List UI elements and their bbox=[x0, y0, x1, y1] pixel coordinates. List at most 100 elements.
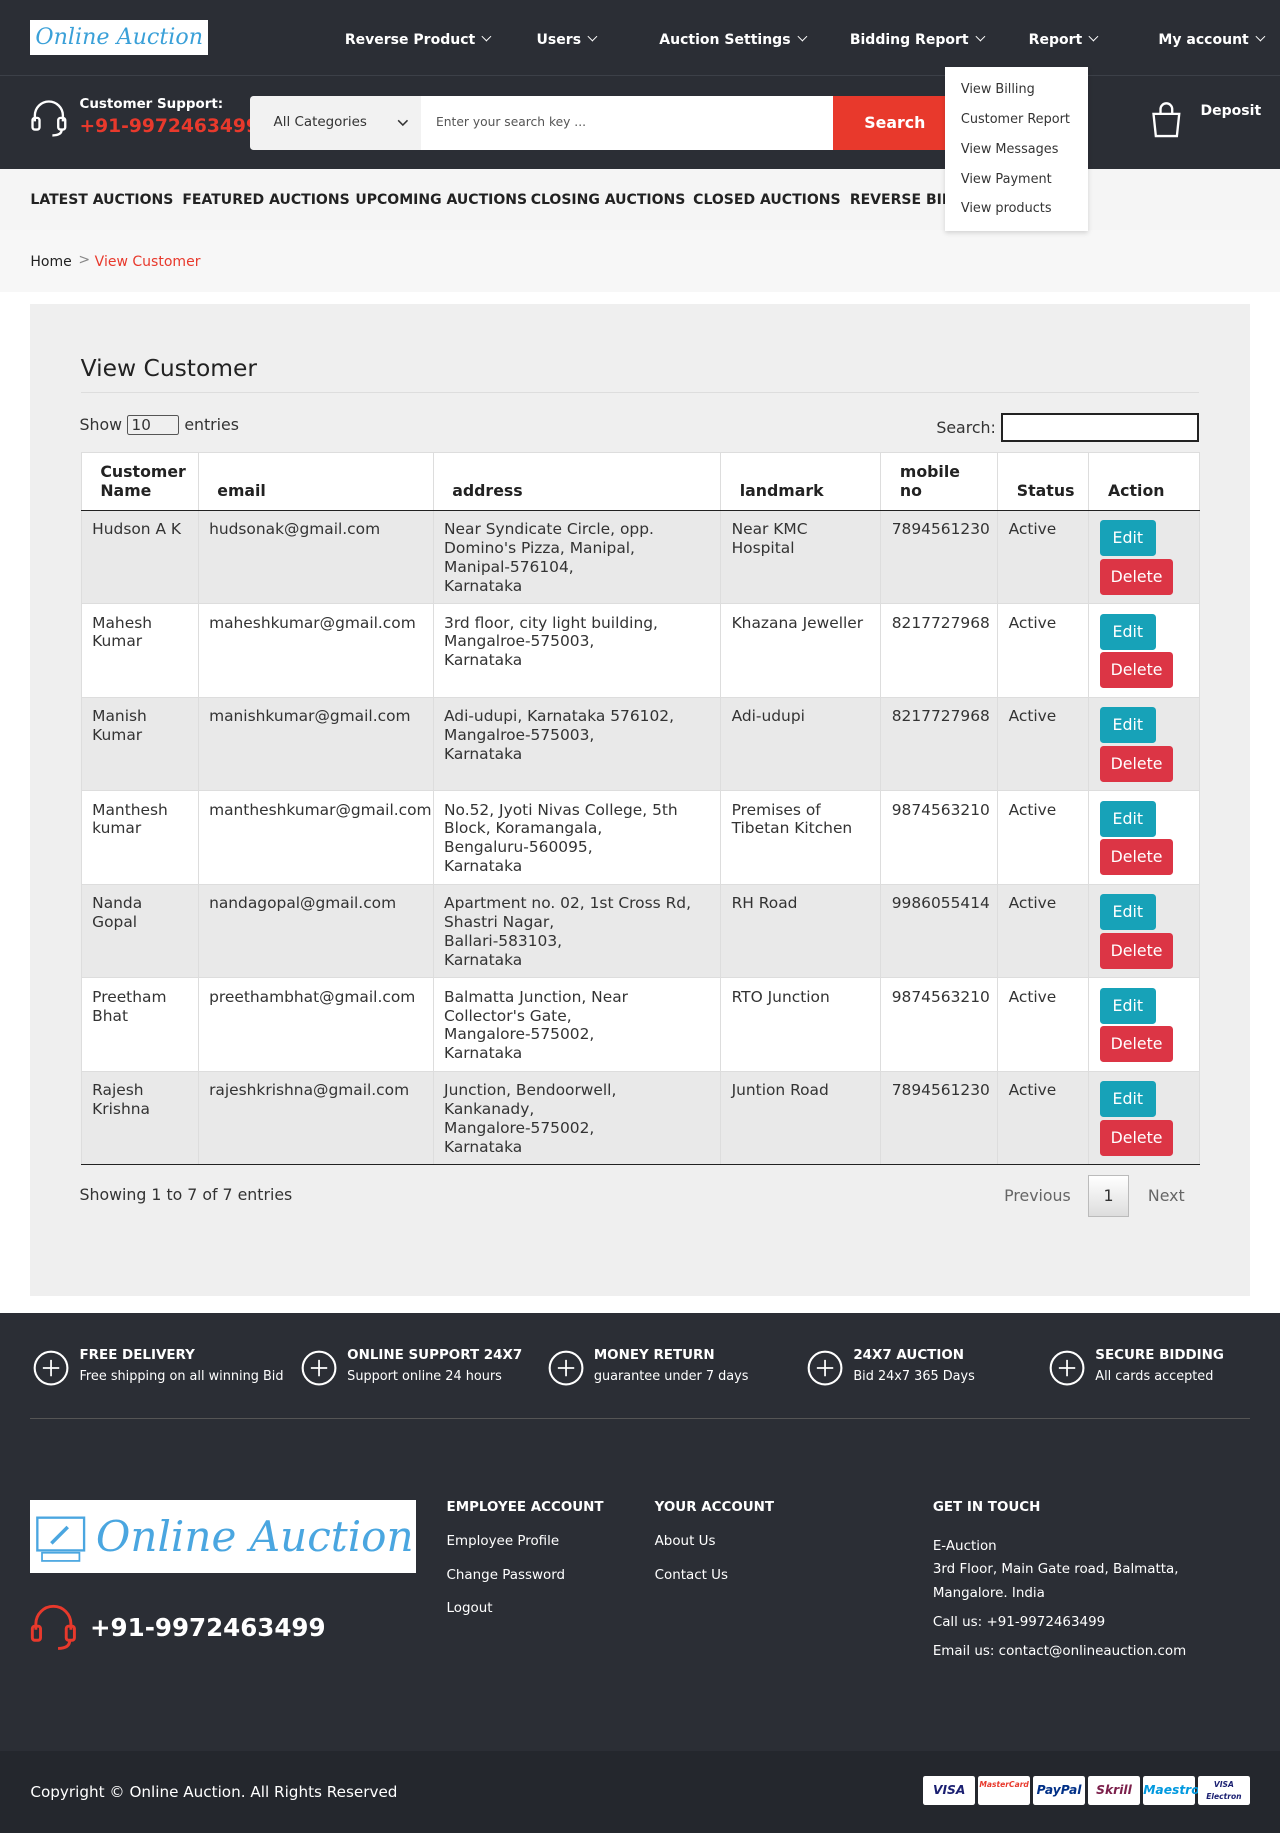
delete-button[interactable]: Delete bbox=[1099, 745, 1174, 782]
edit-button[interactable]: Edit bbox=[1099, 707, 1156, 744]
feature-text: All cards accepted bbox=[1095, 1368, 1214, 1384]
edit-button[interactable]: Edit bbox=[1099, 894, 1156, 931]
table-row: Nanda Gopal nandagopal@gmail.com Apartment… bbox=[80, 883, 1201, 979]
nav-item[interactable]: Users bbox=[537, 32, 597, 48]
cell: Near Syndicate Circle, opp. Domino's Piz… bbox=[432, 509, 722, 605]
cell: 9986055414 bbox=[880, 883, 999, 979]
menu-item[interactable]: REVERSE BID bbox=[849, 191, 954, 208]
feature-title: ONLINE SUPPORT 24X7 bbox=[347, 1347, 523, 1363]
cell: Active bbox=[997, 790, 1090, 885]
nav-item[interactable]: Bidding Report bbox=[850, 32, 984, 48]
column-header[interactable]: mobile no bbox=[880, 452, 999, 511]
delete-button[interactable]: Delete bbox=[1099, 932, 1174, 969]
feature-icon bbox=[34, 1350, 69, 1386]
delete-button[interactable]: Delete bbox=[1099, 652, 1174, 689]
next-button[interactable]: Next bbox=[1147, 1186, 1185, 1206]
table-row: Rajesh Krishna rajeshkrishna@gmail.com Jun… bbox=[80, 1070, 1201, 1166]
footer-link[interactable]: Logout bbox=[446, 1601, 493, 1617]
dropdown-item[interactable]: View Messages bbox=[960, 141, 1059, 157]
search-input[interactable]: Enter your search key ... bbox=[420, 95, 834, 150]
delete-button[interactable]: Delete bbox=[1099, 558, 1174, 595]
edit-button[interactable]: Edit bbox=[1099, 1081, 1156, 1118]
footer-link[interactable]: Contact Us bbox=[654, 1567, 728, 1583]
edit-button[interactable]: Edit bbox=[1099, 613, 1156, 650]
nav-item[interactable]: Reverse Product bbox=[345, 32, 490, 48]
edit-button[interactable]: Edit bbox=[1099, 800, 1156, 837]
feature-icon bbox=[1049, 1350, 1085, 1386]
footer-link[interactable]: Change Password bbox=[446, 1567, 566, 1583]
nav-item[interactable]: Report bbox=[1029, 32, 1098, 48]
column-header[interactable]: Action bbox=[1088, 452, 1201, 511]
contact-line: E-Auction bbox=[932, 1538, 997, 1554]
cell: Manish Kumar bbox=[80, 696, 199, 792]
contact-line: Email us: contact@onlineauction.com bbox=[932, 1644, 1187, 1660]
feature-icon-box bbox=[30, 1347, 72, 1394]
nav-item[interactable]: Auction Settings bbox=[659, 32, 805, 48]
crumb[interactable]: Home bbox=[30, 253, 72, 270]
column-header[interactable]: email bbox=[197, 452, 434, 511]
cell: Khazana Jeweller bbox=[720, 603, 882, 698]
table-row: Manthesh kumar mantheshkumar@gmail.com No.… bbox=[80, 790, 1201, 885]
action-cell: EditDelete bbox=[1088, 509, 1201, 605]
menu-item[interactable]: LATEST AUCTIONS bbox=[30, 191, 174, 208]
action-cell: EditDelete bbox=[1088, 977, 1201, 1072]
nav-item[interactable]: My account bbox=[1158, 32, 1263, 48]
dropdown-item[interactable]: View Payment bbox=[960, 171, 1052, 187]
length-select[interactable]: 10 bbox=[127, 414, 180, 435]
dropdown-item[interactable]: View Billing bbox=[960, 81, 1035, 97]
menu-item[interactable]: UPCOMING AUCTIONS bbox=[355, 191, 528, 208]
delete-button[interactable]: Delete bbox=[1099, 1026, 1174, 1063]
cell: preethambhat@gmail.com bbox=[197, 977, 434, 1072]
cell: 8217727968 bbox=[880, 696, 999, 792]
cell: Junction, Bendoorwell, Kankanady, Mangal… bbox=[432, 1070, 722, 1166]
column-header[interactable]: landmark bbox=[720, 452, 882, 511]
dropdown-item[interactable]: Customer Report bbox=[960, 111, 1070, 127]
support-label: Customer Support: bbox=[79, 97, 224, 113]
feature-icon-box bbox=[804, 1347, 846, 1394]
cell: RH Road bbox=[720, 883, 882, 979]
divider bbox=[80, 391, 1200, 393]
category-select[interactable]: All Categories bbox=[250, 95, 421, 150]
label: Show bbox=[79, 414, 123, 434]
feature-icon bbox=[807, 1350, 843, 1386]
footer-link[interactable]: Employee Profile bbox=[446, 1533, 560, 1549]
delete-button[interactable]: Delete bbox=[1099, 1119, 1174, 1156]
search-label: Search: bbox=[936, 418, 996, 438]
cart-icon bbox=[1152, 101, 1181, 137]
table-row: Mahesh Kumar maheshkumar@gmail.com 3rd flo… bbox=[80, 603, 1201, 698]
cell: Active bbox=[997, 1070, 1090, 1166]
cell: nandagopal@gmail.com bbox=[197, 883, 434, 979]
payment-card: VISA Electron bbox=[1198, 1775, 1250, 1805]
cell: manishkumar@gmail.com bbox=[197, 696, 434, 792]
cell: hudsonak@gmail.com bbox=[197, 509, 434, 605]
action-cell: EditDelete bbox=[1088, 696, 1201, 792]
footer-link[interactable]: About Us bbox=[654, 1533, 716, 1549]
search-button[interactable]: Search bbox=[833, 95, 957, 150]
menu-item[interactable]: FEATURED AUCTIONS bbox=[182, 191, 350, 208]
cell: Juntion Road bbox=[720, 1070, 882, 1166]
table-search[interactable] bbox=[1000, 412, 1199, 443]
contact-line: 3rd Floor, Main Gate road, Balmatta, Man… bbox=[932, 1562, 1179, 1601]
logo[interactable]: Online Auction bbox=[30, 19, 209, 55]
cell: Active bbox=[997, 509, 1090, 605]
edit-button[interactable]: Edit bbox=[1099, 519, 1156, 557]
crumb-separator: > bbox=[78, 252, 91, 269]
deposit[interactable]: Deposit bbox=[1200, 102, 1262, 119]
column-header[interactable]: address bbox=[432, 452, 722, 511]
column-header[interactable]: Status bbox=[997, 452, 1090, 511]
menu-item[interactable]: CLOSING AUCTIONS bbox=[530, 191, 686, 208]
delete-button[interactable]: Delete bbox=[1099, 839, 1174, 876]
feature-icon-box bbox=[298, 1347, 340, 1394]
column-header[interactable]: Customer Name bbox=[80, 452, 199, 511]
edit-button[interactable]: Edit bbox=[1099, 987, 1156, 1024]
page-button[interactable]: 1 bbox=[1088, 1174, 1129, 1217]
customer-table: Customer Name email address landmark mobile … bbox=[80, 452, 1201, 1166]
feature-text: Bid 24x7 365 Days bbox=[853, 1368, 975, 1384]
prev-button[interactable]: Previous bbox=[1004, 1186, 1071, 1206]
menu-item[interactable]: CLOSED AUCTIONS bbox=[693, 191, 841, 208]
cell: Adi-udupi bbox=[720, 696, 882, 792]
cell: Rajesh Krishna bbox=[80, 1070, 199, 1166]
dropdown-item[interactable]: View products bbox=[960, 201, 1052, 217]
